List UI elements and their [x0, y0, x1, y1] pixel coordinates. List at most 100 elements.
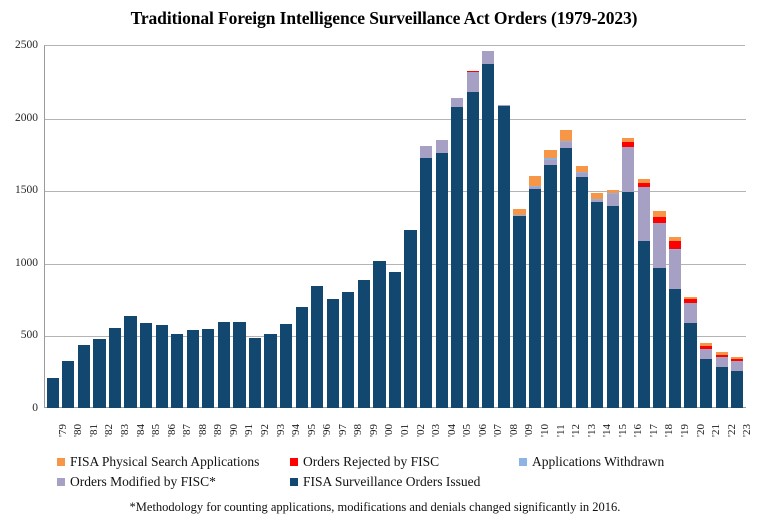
x-axis-tick-label: '10 [539, 424, 551, 437]
bar-column[interactable] [93, 339, 106, 408]
bar-column[interactable] [77, 345, 90, 408]
bar-column[interactable] [513, 209, 526, 408]
x-axis-tick-label: '14 [601, 424, 614, 437]
legend-label: FISA Physical Search Applications [70, 454, 260, 469]
bar-column[interactable] [280, 324, 293, 408]
bar-segment [62, 361, 75, 408]
bar-segment [684, 303, 697, 323]
bar-segment [622, 137, 635, 142]
bar-column[interactable] [731, 356, 744, 408]
bar-column[interactable] [342, 292, 355, 408]
bar-column[interactable] [560, 129, 573, 408]
bar-column[interactable] [544, 150, 557, 408]
bar-segment [46, 377, 59, 408]
bar-column[interactable] [62, 361, 75, 408]
bar-segment [248, 337, 262, 408]
x-axis-tick-label: '83 [119, 424, 131, 437]
bar-column[interactable] [155, 324, 168, 408]
bar-column[interactable] [451, 98, 464, 408]
x-axis-tick-label: '99 [367, 424, 380, 437]
x-axis-tick-label: '86 [165, 424, 178, 437]
x-axis-tick-label: '13 [585, 424, 598, 437]
bar-column[interactable] [668, 237, 682, 408]
bar-column[interactable] [622, 137, 635, 408]
bar-column[interactable] [357, 280, 370, 408]
bar-segment [606, 194, 619, 207]
bar-column[interactable] [46, 377, 59, 408]
bar-column[interactable] [404, 229, 417, 408]
bar-column[interactable] [124, 315, 137, 408]
x-axis-tick-label: '18 [663, 424, 676, 437]
bar-segment [684, 296, 697, 300]
bar-column[interactable] [435, 139, 448, 408]
bar-column[interactable] [202, 328, 215, 408]
legend-item[interactable]: Orders Rejected by FISC [290, 454, 439, 470]
y-axis-tick-label: 2500 [15, 39, 38, 51]
bar-column[interactable] [233, 321, 246, 408]
bar-column[interactable] [295, 306, 308, 408]
x-axis-tick-label: '93 [274, 424, 287, 437]
bar-column[interactable] [653, 211, 666, 408]
bar-column[interactable] [700, 343, 713, 408]
x-axis-tick-label: '91 [243, 424, 256, 437]
bar-segment [420, 146, 433, 158]
y-axis-tick-label: 1500 [15, 184, 38, 197]
bar-column[interactable] [186, 330, 199, 408]
bar-segment [591, 198, 604, 200]
bar-column[interactable] [217, 321, 230, 408]
bar-column[interactable] [497, 105, 510, 408]
bar-column[interactable] [591, 193, 604, 408]
bar-column[interactable] [311, 286, 324, 408]
x-axis-tick-label: '82 [103, 424, 116, 437]
bar-segment [560, 129, 573, 141]
legend-item[interactable]: Orders Modified by FISC* [57, 474, 216, 490]
x-axis-tick-label: '84 [134, 424, 147, 437]
bar-column[interactable] [264, 334, 277, 408]
bar-segment [451, 107, 464, 408]
bar-segment [544, 160, 557, 165]
bar-column[interactable] [528, 175, 542, 408]
legend-item[interactable]: FISA Surveillance Orders Issued [290, 474, 480, 490]
bar-column[interactable] [171, 333, 184, 408]
bar-segment [466, 71, 479, 93]
bar-segment [606, 189, 619, 194]
bar-segment [700, 359, 713, 408]
x-axis-tick-label: '94 [290, 424, 303, 437]
bar-segment [544, 158, 557, 161]
x-axis-tick-label: '15 [616, 424, 629, 437]
bar-segment [684, 322, 697, 408]
bar-column[interactable] [482, 50, 495, 408]
bar-segment [684, 299, 697, 303]
bar-column[interactable] [140, 322, 153, 408]
bar-segment [513, 216, 526, 408]
legend-swatch [57, 458, 65, 466]
bar-segment [591, 199, 604, 203]
bar-segment [668, 237, 682, 242]
legend-item[interactable]: Applications Withdrawn [519, 454, 664, 470]
bar-column[interactable] [606, 189, 619, 408]
bar-segment [435, 139, 448, 154]
bar-column[interactable] [637, 178, 650, 408]
bar-segment [622, 146, 635, 148]
x-axis-tick-label: '19 [679, 424, 691, 437]
bar-column[interactable] [420, 145, 433, 408]
bar-segment [606, 206, 619, 408]
bar-column[interactable] [575, 165, 588, 408]
x-axis-tick-label: '98 [352, 424, 365, 437]
bar-column[interactable] [373, 261, 386, 408]
bar-column[interactable] [466, 71, 479, 408]
bar-segment [93, 339, 106, 408]
legend-item[interactable]: FISA Physical Search Applications [57, 454, 259, 470]
bar-column[interactable] [388, 272, 402, 408]
y-axis-tick-label: 0 [32, 402, 38, 414]
bar-column[interactable] [248, 337, 262, 408]
bar-segment [404, 229, 417, 408]
bar-column[interactable] [715, 352, 728, 408]
bar-column[interactable] [108, 328, 122, 408]
y-axis-tick-label: 500 [20, 329, 38, 342]
bar-column[interactable] [684, 296, 697, 408]
bar-segment [622, 147, 635, 193]
legend-label: Orders Modified by FISC* [70, 474, 216, 489]
bar-column[interactable] [326, 299, 339, 408]
x-axis-tick-label: '06 [476, 424, 489, 437]
